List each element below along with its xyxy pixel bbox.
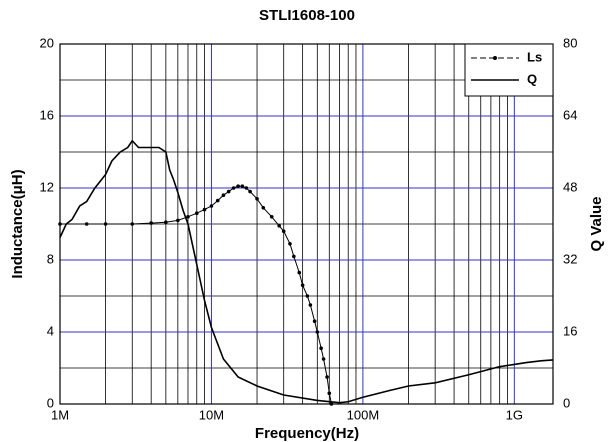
series-marker <box>130 222 135 226</box>
series-marker <box>84 222 89 226</box>
chart-title: STLI1608-100 <box>259 7 355 24</box>
x-tick-label: 1G <box>506 407 523 422</box>
series-marker <box>312 319 317 324</box>
series-marker <box>329 402 334 406</box>
y-tick-label: 16 <box>40 107 54 122</box>
series-marker <box>244 186 249 190</box>
series-marker <box>209 204 214 208</box>
series-marker <box>297 270 302 275</box>
series-marker <box>221 193 226 197</box>
series-marker <box>240 184 245 188</box>
series-marker <box>58 222 62 226</box>
series-marker <box>281 229 286 233</box>
series-marker <box>202 207 207 212</box>
y2-tick-label: 80 <box>563 35 577 50</box>
y2-tick-label: 16 <box>563 323 577 338</box>
series-marker <box>226 189 231 194</box>
series-marker <box>325 375 329 379</box>
series-marker <box>321 357 326 361</box>
series-marker <box>288 242 292 246</box>
series-marker <box>292 254 296 259</box>
y-tick-label: 12 <box>40 179 54 194</box>
y2-tick-label: 48 <box>563 179 577 194</box>
series-marker <box>236 184 240 188</box>
series-marker <box>277 224 281 228</box>
series-marker <box>319 346 323 351</box>
y-axis-label: Inductance(μH) <box>9 169 26 278</box>
y2-axis-label: Q Value <box>588 196 605 251</box>
series-line <box>60 185 332 405</box>
series-marker <box>164 220 168 224</box>
legend-label: Q <box>527 71 537 86</box>
x-tick-label: 10M <box>199 407 224 422</box>
x-axis-label: Frequency(Hz) <box>255 425 359 442</box>
y-tick-label: 20 <box>40 35 54 50</box>
y2-tick-label: 0 <box>563 395 570 410</box>
y-tick-label: 4 <box>47 323 54 338</box>
series-marker <box>315 330 320 334</box>
series-marker <box>149 221 153 225</box>
series-marker <box>176 218 180 223</box>
series-marker <box>186 215 190 219</box>
legend-label: Ls <box>527 49 542 64</box>
x-tick-label: 100M <box>347 407 380 422</box>
y2-tick-label: 64 <box>563 107 577 122</box>
series-marker <box>261 206 266 210</box>
y2-tick-label: 32 <box>563 251 577 266</box>
series-marker <box>300 283 305 288</box>
legend-box <box>464 43 554 97</box>
series-marker <box>308 303 313 307</box>
series-marker <box>194 211 199 215</box>
series-line <box>59 139 554 404</box>
series-marker <box>215 198 220 203</box>
y-tick-label: 8 <box>47 251 54 266</box>
series-marker <box>231 186 236 190</box>
series-marker <box>255 197 259 201</box>
x-tick-label: 1M <box>51 407 69 422</box>
series-marker <box>103 222 108 226</box>
legend-marker <box>493 56 497 60</box>
series-marker <box>327 391 332 396</box>
y-tick-label: 0 <box>47 395 54 410</box>
series-marker <box>305 294 310 298</box>
series-marker <box>269 215 274 219</box>
series-marker <box>248 189 252 194</box>
